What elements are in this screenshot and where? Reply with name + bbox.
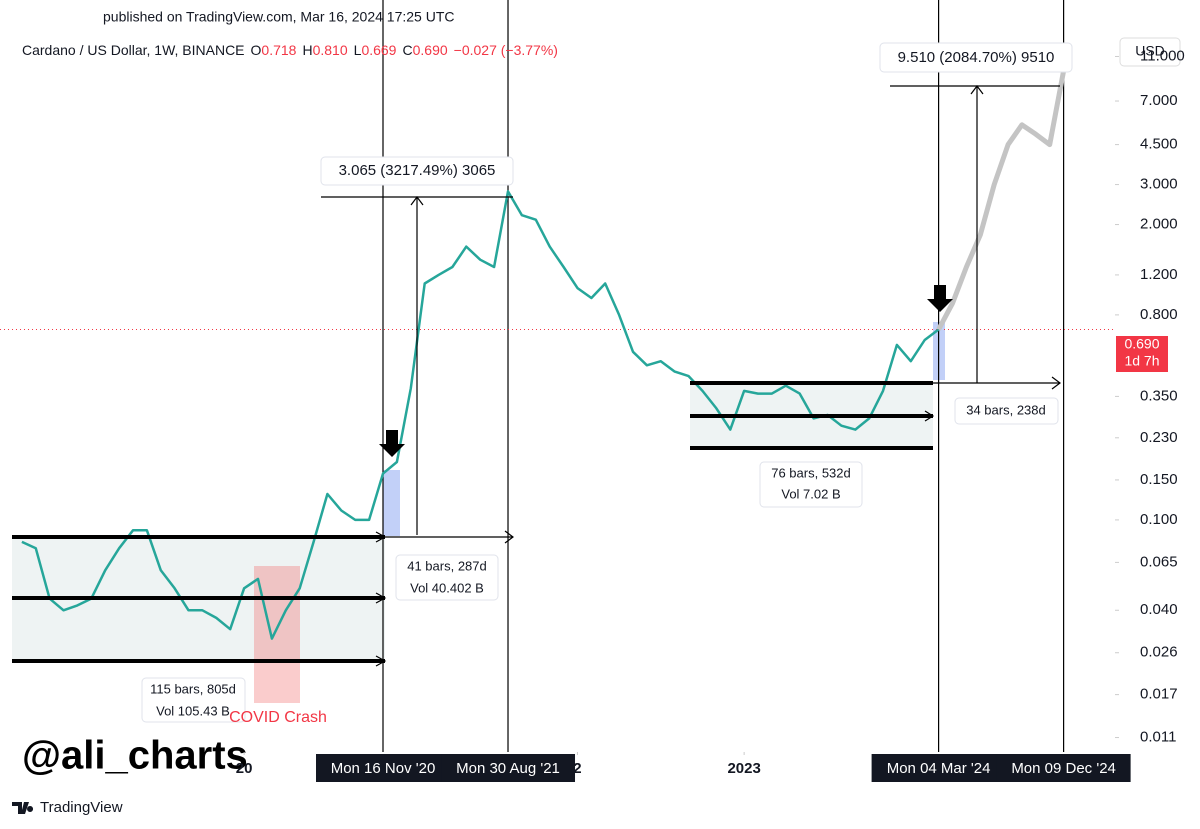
x-tick-label: 2 — [573, 760, 581, 777]
arrow-head — [375, 531, 387, 667]
range-lines — [12, 381, 933, 663]
y-tick-label: 7.000 — [1140, 92, 1178, 109]
breakout-zone — [383, 470, 400, 536]
measure-lines — [321, 85, 1061, 667]
arrow-head — [1051, 376, 1061, 390]
annotation-box — [879, 42, 1073, 73]
change: −0.027 (−3.77%) — [454, 42, 558, 58]
y-tick-label: 0.350 — [1140, 387, 1178, 404]
x-tick-label: Mon 09 Dec '24 — [1011, 760, 1116, 777]
ohlc-value: 0.690 — [413, 42, 448, 58]
annotation: 34 bars, 238d — [966, 402, 1046, 417]
symbol: Cardano / US Dollar, 1W, BINANCE — [22, 42, 245, 58]
currency: USD — [1135, 43, 1165, 59]
y-tick-label: 0.011 — [1140, 729, 1176, 746]
x-label-box — [316, 754, 450, 782]
brand: TradingView — [40, 799, 123, 816]
watermark: @ali_charts — [22, 734, 248, 778]
last-price-label: 0.690 — [1124, 336, 1159, 352]
annotation-box — [395, 554, 499, 601]
arrow-head — [504, 530, 514, 544]
ohlc-key: L — [354, 42, 362, 58]
y-tick-label: 4.500 — [1140, 136, 1178, 153]
annotation: Vol 105.43 B — [156, 703, 230, 718]
annotation-box — [320, 156, 514, 186]
symbol-info: Cardano / US Dollar, 1W, BINANCE O0.718 H0… — [22, 42, 558, 58]
ohlc-value: 0.810 — [313, 42, 348, 58]
covid-label: COVID Crash — [229, 709, 327, 726]
y-tick-label: 0.800 — [1140, 306, 1178, 323]
brand-logo — [12, 802, 34, 814]
annotation: 115 bars, 805d — [150, 681, 236, 696]
annotation: 76 bars, 532d — [771, 465, 851, 480]
annotation: 3.065 (3217.49%) 3065 — [339, 162, 496, 179]
y-tick-label: 0.026 — [1140, 644, 1178, 661]
y-tick-label: 3.000 — [1140, 176, 1178, 193]
y-tick-label: 1.200 — [1140, 266, 1178, 283]
x-tick-label: 2023 — [727, 760, 760, 777]
countdown: 1d 7h — [1124, 353, 1159, 369]
published-note: published on TradingView.com, Mar 16, 20… — [103, 9, 455, 25]
annotation: Vol 7.02 B — [781, 486, 840, 501]
y-tick-label: 0.150 — [1140, 471, 1178, 488]
y-tick-label: 2.000 — [1140, 216, 1178, 233]
y-tick-label: 11.000 — [1140, 47, 1185, 64]
arrow-head — [410, 196, 424, 206]
ohlc-value: 0.718 — [261, 42, 296, 58]
ohlc-key: O — [251, 42, 262, 58]
arrow-head — [924, 410, 935, 422]
x-tick-label: Mon 16 Nov '20 — [331, 760, 436, 777]
y-tick-label: 0.017 — [1140, 686, 1178, 703]
x-tick-label: Mon 30 Aug '21 — [456, 760, 560, 777]
x-label-box — [441, 754, 576, 782]
y-tick-label: 0.230 — [1140, 429, 1178, 446]
x-label-box — [871, 754, 1006, 782]
arrow-head — [970, 85, 984, 95]
annotation-box — [141, 677, 246, 723]
annotation: 9.510 (2084.70%) 9510 — [898, 49, 1055, 66]
down-arrow — [379, 430, 405, 457]
annotation: 41 bars, 287d — [407, 558, 487, 573]
ohlc-key: H — [302, 42, 312, 58]
currency-box[interactable] — [1119, 37, 1181, 67]
y-tick-label: 0.100 — [1140, 511, 1178, 528]
down-arrow — [927, 285, 953, 312]
price-label-box — [1116, 336, 1168, 372]
x-label-box — [996, 754, 1131, 782]
price-line — [936, 70, 1067, 331]
y-tick-label: 0.065 — [1140, 553, 1178, 570]
y-tick-label: 0.040 — [1140, 601, 1178, 618]
ohlc-value: 0.669 — [361, 42, 396, 58]
price-line — [21, 190, 940, 640]
x-tick-label: Mon 04 Mar '24 — [887, 760, 991, 777]
x-tick-label: 20 — [236, 760, 253, 777]
covid-zone — [254, 566, 300, 703]
ohlc-key: C — [402, 42, 412, 58]
annotation-box — [954, 397, 1059, 425]
annotation-box — [759, 461, 863, 508]
annotation: Vol 40.402 B — [410, 580, 484, 595]
plot — [0, 0, 1115, 752]
